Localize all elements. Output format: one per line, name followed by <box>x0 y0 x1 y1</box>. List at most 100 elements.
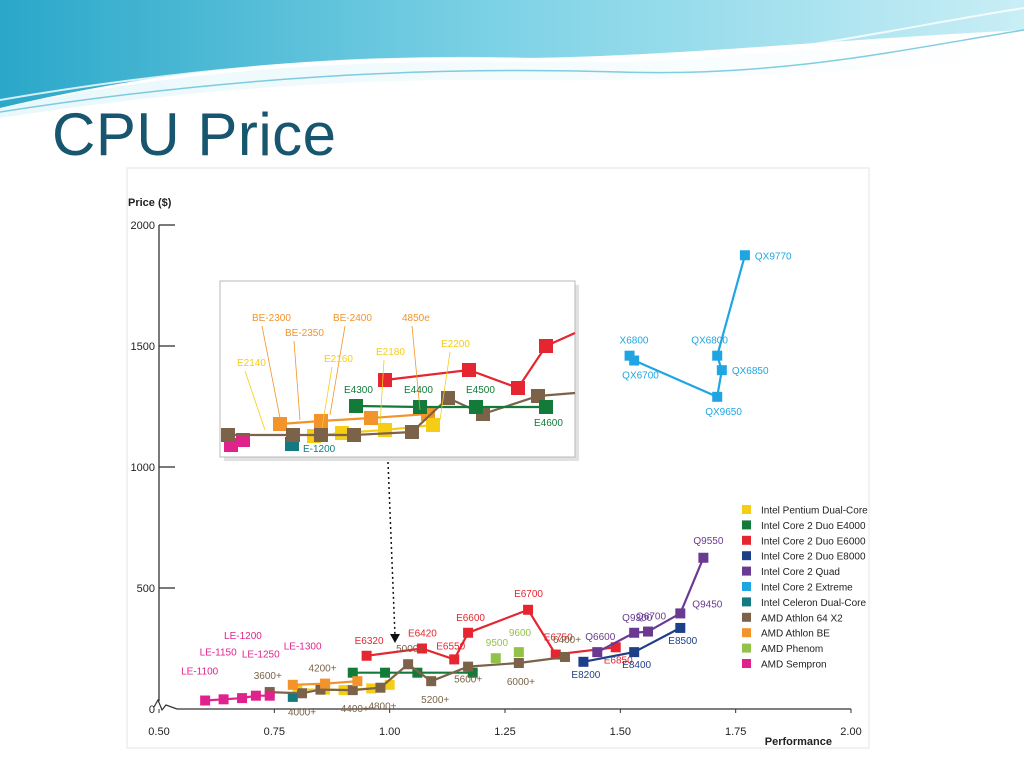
point-label: 9500 <box>486 638 509 649</box>
inset-point <box>349 399 363 413</box>
inset-label: E2160 <box>324 354 353 365</box>
x-tick-label: 1.25 <box>494 726 515 738</box>
point-label: Q6700 <box>636 612 666 623</box>
inset-point <box>364 411 378 425</box>
legend-label: Intel Celeron Dual-Core <box>761 598 866 609</box>
x-tick-label: 1.75 <box>725 726 746 738</box>
data-point <box>675 622 686 633</box>
inset-point <box>347 428 361 442</box>
inset-label-leader <box>321 366 333 429</box>
x-tick-label: 2.00 <box>840 726 861 738</box>
data-point <box>287 691 298 702</box>
inset-label: E4300 <box>344 385 373 396</box>
legend-label: Intel Pentium Dual-Core <box>761 506 868 517</box>
inset-label-leader <box>411 325 421 411</box>
point-label: LE-1250 <box>242 650 280 661</box>
data-point <box>716 365 727 376</box>
inset-point <box>469 400 483 414</box>
chart-legend: Intel Pentium Dual-Core Intel Core 2 Duo … <box>742 505 868 671</box>
y-tick-label: 1500 <box>131 341 155 353</box>
data-point <box>550 649 561 660</box>
point-label: LE-1200 <box>224 631 262 642</box>
data-point <box>610 642 621 653</box>
x-tick-label: 1.00 <box>379 726 400 738</box>
series-extreme: X6800 QX6700 QX9650 QX6850 QX6800 QX9770 <box>620 250 792 418</box>
data-point <box>250 690 261 701</box>
inset-label-leader <box>293 340 301 421</box>
point-label: 5200+ <box>421 695 449 706</box>
series-celeron <box>287 691 298 702</box>
data-point <box>426 676 437 687</box>
data-point <box>698 552 709 563</box>
point-label: 6000+ <box>507 677 535 688</box>
point-label: 6400+ <box>553 635 581 646</box>
inset-label: E2140 <box>237 358 266 369</box>
series-athlonbe <box>287 676 363 690</box>
inset-series-e4000 <box>349 399 553 414</box>
data-point <box>352 676 363 687</box>
series-line <box>269 655 566 695</box>
zoom-inset: BE-2300 BE-2350 BE-2400 4850e E2140 E2160 E218… <box>219 280 579 461</box>
inset-label-leader <box>439 351 451 421</box>
inset-series-athlonbe <box>273 407 435 431</box>
series-sempron: LE-1100 LE-1150 LE-1200 LE-1250 LE-1300 <box>181 631 322 706</box>
point-label: QX6800 <box>691 336 728 347</box>
point-label: 5000+ <box>396 644 424 655</box>
axes: 0 500 1000 1500 2000 0.50 0.75 1.00 1.25 1.50 1.75… <box>128 197 862 748</box>
point-label: 5600+ <box>454 675 482 686</box>
data-point <box>315 684 326 695</box>
data-point <box>218 694 229 705</box>
data-point <box>375 682 386 693</box>
inset-label-leader <box>261 325 281 419</box>
point-label: 4800+ <box>368 702 396 713</box>
point-label: E6700 <box>514 589 543 600</box>
inset-point <box>426 418 440 432</box>
data-point <box>523 604 534 615</box>
data-point <box>629 647 640 658</box>
inset-label-leader <box>379 359 385 426</box>
x-tick-label: 1.50 <box>610 726 631 738</box>
inset-label: E2180 <box>376 347 405 358</box>
data-point <box>347 685 358 696</box>
inset-point <box>405 425 419 439</box>
legend-swatch <box>742 551 751 561</box>
inset-label: BE-2300 <box>252 313 291 324</box>
legend-label: Intel Core 2 Duo E4000 <box>761 521 866 532</box>
axis-break-mark <box>153 698 178 712</box>
data-point <box>629 627 640 638</box>
inset-label: E4600 <box>534 418 563 429</box>
point-label: E8200 <box>571 670 600 681</box>
data-point <box>384 679 395 690</box>
inset-point <box>273 417 287 431</box>
point-label: E6320 <box>355 636 384 647</box>
legend-swatch <box>742 535 751 545</box>
legend-swatch <box>742 643 751 653</box>
legend-swatch <box>742 520 751 530</box>
y-tick-label: 500 <box>137 583 155 595</box>
point-label: E6750 <box>544 633 573 644</box>
point-label: Q9300 <box>622 613 652 624</box>
data-point <box>629 355 640 366</box>
data-point <box>513 658 524 669</box>
point-label: 9600 <box>509 628 532 639</box>
inset-point <box>539 400 553 414</box>
data-point <box>347 667 358 678</box>
data-point <box>416 643 427 654</box>
inset-label: E-1200 <box>303 444 336 455</box>
data-point <box>449 654 460 665</box>
data-point <box>463 627 474 638</box>
y-tick-label: 2000 <box>131 220 155 232</box>
data-point <box>643 626 654 637</box>
data-point <box>264 690 275 701</box>
legend-swatch <box>742 505 751 514</box>
legend-swatch <box>742 612 751 622</box>
point-label: 3600+ <box>254 671 282 682</box>
inset-line <box>355 404 546 409</box>
data-point <box>412 667 423 678</box>
inset-series-e6000 <box>378 331 576 395</box>
point-label: Q9550 <box>693 536 723 547</box>
